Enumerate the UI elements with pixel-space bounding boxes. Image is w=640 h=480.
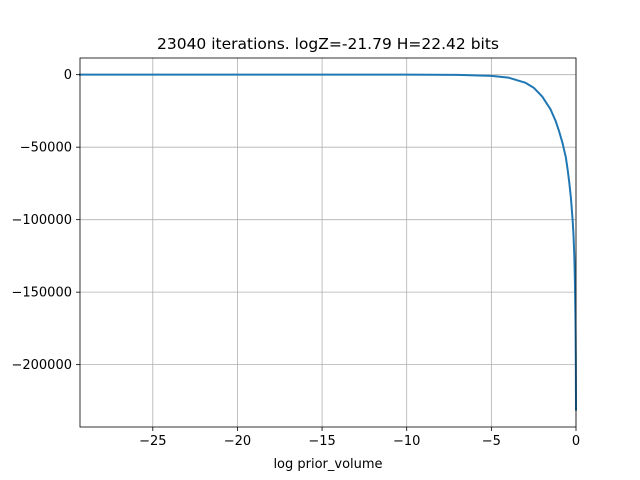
x-tick-label: −15 — [308, 434, 335, 449]
x-tick-label: −10 — [393, 434, 420, 449]
grid — [80, 58, 577, 427]
y-tick-label: −200000 — [11, 358, 72, 373]
y-tick-label: −50000 — [20, 141, 72, 156]
plot-frame — [79, 57, 577, 428]
chart-title: 23040 iterations. logZ=-21.79 H=22.42 bi… — [157, 35, 499, 53]
x-tick-label: −5 — [482, 434, 501, 449]
x-axis-label: log prior_volume — [273, 457, 382, 472]
y-tick-label: 0 — [64, 68, 72, 83]
y-tick-label: −100000 — [11, 213, 72, 228]
x-tick-label: 0 — [572, 434, 580, 449]
x-tick-label: −20 — [224, 434, 251, 449]
series-layer — [79, 73, 578, 411]
y-tick-label: −150000 — [11, 286, 72, 301]
series-line-0 — [79, 73, 578, 411]
y-axis: 0 −50000 −100000 −150000 −200000 — [11, 68, 80, 373]
x-axis: −25 −20 −15 −10 −5 0 — [139, 427, 580, 449]
x-tick-label: −25 — [139, 434, 166, 449]
